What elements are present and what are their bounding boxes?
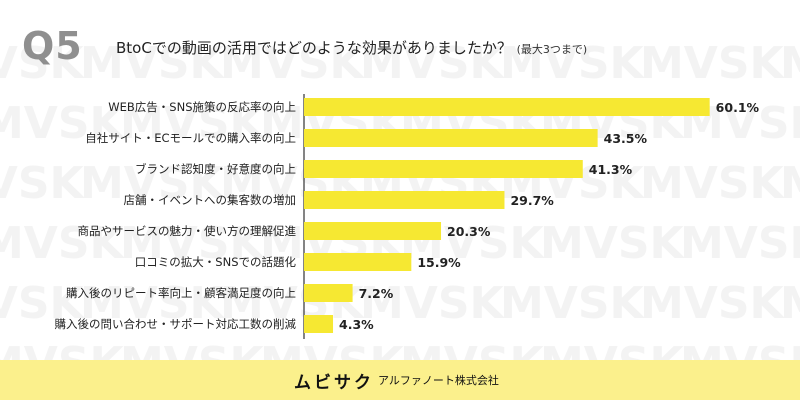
watermark-text: MVSK xyxy=(0,98,126,149)
watermark-text: MVSK xyxy=(360,278,506,329)
data-label: 7.2% xyxy=(359,286,394,301)
watermark-text: MVSK xyxy=(640,158,786,209)
bar xyxy=(304,315,334,333)
category-label: ブランド認知度・好意度の向上 xyxy=(135,162,296,176)
watermark-text: MVSK xyxy=(400,338,546,360)
brand-logo: ムビサク xyxy=(294,373,374,393)
bar-chart: WEB広告・SNS施策の反応率の向上 60.1% 自社サイト・ECモールでの購入率の… xyxy=(55,94,760,339)
bar xyxy=(304,253,412,271)
data-label: 41.3% xyxy=(589,162,633,177)
watermark-text: MVSK xyxy=(80,38,226,89)
watermark-text: MVSK xyxy=(680,218,800,269)
footer-bar: ムビサク アルファノート株式会社 xyxy=(0,360,800,400)
watermark-text: MVSK xyxy=(500,278,646,329)
data-label: 20.3% xyxy=(447,224,491,239)
watermark-text: MVSK xyxy=(640,278,786,329)
watermark-text: MVSK xyxy=(0,38,86,89)
category-label: 店舗・イベントへの集客数の増加 xyxy=(124,193,297,207)
watermark-text: MVSK xyxy=(0,158,86,209)
watermark-text: MVSK xyxy=(540,218,686,269)
category-label: 自社サイト・ECモールでの購入率の向上 xyxy=(85,131,296,145)
data-label: 43.5% xyxy=(604,131,648,146)
watermark-text: MVSK xyxy=(120,98,266,149)
watermark-text: MVSK xyxy=(0,338,126,360)
category-label: 購入後のリピート率向上・顧客満足度の向上 xyxy=(66,286,296,300)
watermark-text: MVSK xyxy=(0,218,126,269)
data-label: 29.7% xyxy=(510,193,554,208)
watermark-text: MVSK xyxy=(500,38,646,89)
bar xyxy=(304,98,710,116)
company-name: アルファノート株式会社 xyxy=(378,374,499,387)
bar xyxy=(304,191,505,209)
category-label: 商品やサービスの魅力・使い方の理解促進 xyxy=(78,224,297,238)
watermark-text: MVSK xyxy=(780,278,800,329)
bar xyxy=(304,222,442,240)
question-title: BtoCでの動画の活用ではどのような効果がありましたか？ (最大3つまで) xyxy=(116,37,587,58)
watermark-text: MVSK xyxy=(120,218,266,269)
data-label: 4.3% xyxy=(339,317,374,332)
watermark-text: MVSK xyxy=(0,278,86,329)
watermark-text: MVSK xyxy=(640,38,786,89)
category-label: 購入後の問い合わせ・サポート対応工数の削減 xyxy=(55,317,297,331)
watermark-text: MVSK xyxy=(220,38,366,89)
watermark-text: MVSK xyxy=(780,158,800,209)
watermark-text: MVSK xyxy=(80,158,226,209)
watermark-text: MVSK xyxy=(120,338,266,360)
category-label: 口コミの拡大・SNSでの話題化 xyxy=(135,255,297,269)
question-text: BtoCでの動画の活用ではどのような効果がありましたか？ xyxy=(116,39,512,57)
data-label: 15.9% xyxy=(417,255,461,270)
watermark-text: MVSK xyxy=(360,38,506,89)
bar xyxy=(304,129,598,147)
watermark-text: MVSK xyxy=(540,338,686,360)
question-number: Q5 xyxy=(22,24,83,68)
watermark-text: MVSK xyxy=(260,338,406,360)
watermark-text: MVSK xyxy=(780,38,800,89)
category-label: WEB広告・SNS施策の反応率の向上 xyxy=(108,100,296,114)
data-label: 60.1% xyxy=(716,100,760,115)
bar xyxy=(304,160,583,178)
bar xyxy=(304,284,353,302)
watermark-text: MVSK xyxy=(80,278,226,329)
watermark-text: MVSK xyxy=(680,338,800,360)
question-note: (最大3つまで) xyxy=(516,43,588,56)
